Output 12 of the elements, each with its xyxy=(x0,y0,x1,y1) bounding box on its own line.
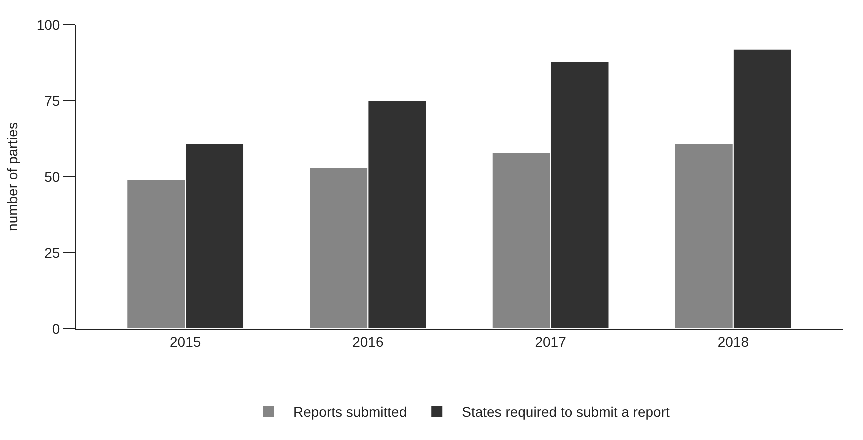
y-tick-label: 25 xyxy=(44,244,60,261)
y-tick-label: 50 xyxy=(44,168,60,185)
y-tick-label: 100 xyxy=(36,16,60,33)
y-tick-label: 75 xyxy=(44,92,60,109)
y-axis-title: number of parties xyxy=(4,122,20,232)
x-tick-label: 2015 xyxy=(170,334,202,350)
x-tick-label: 2016 xyxy=(352,334,384,350)
x-tick-label: 2018 xyxy=(718,334,750,350)
y-tick-label: 0 xyxy=(52,320,60,337)
legend-label: States required to submit a report xyxy=(462,404,670,420)
legend-label: Reports submitted xyxy=(294,404,408,420)
x-tick-label: 2017 xyxy=(535,334,567,350)
